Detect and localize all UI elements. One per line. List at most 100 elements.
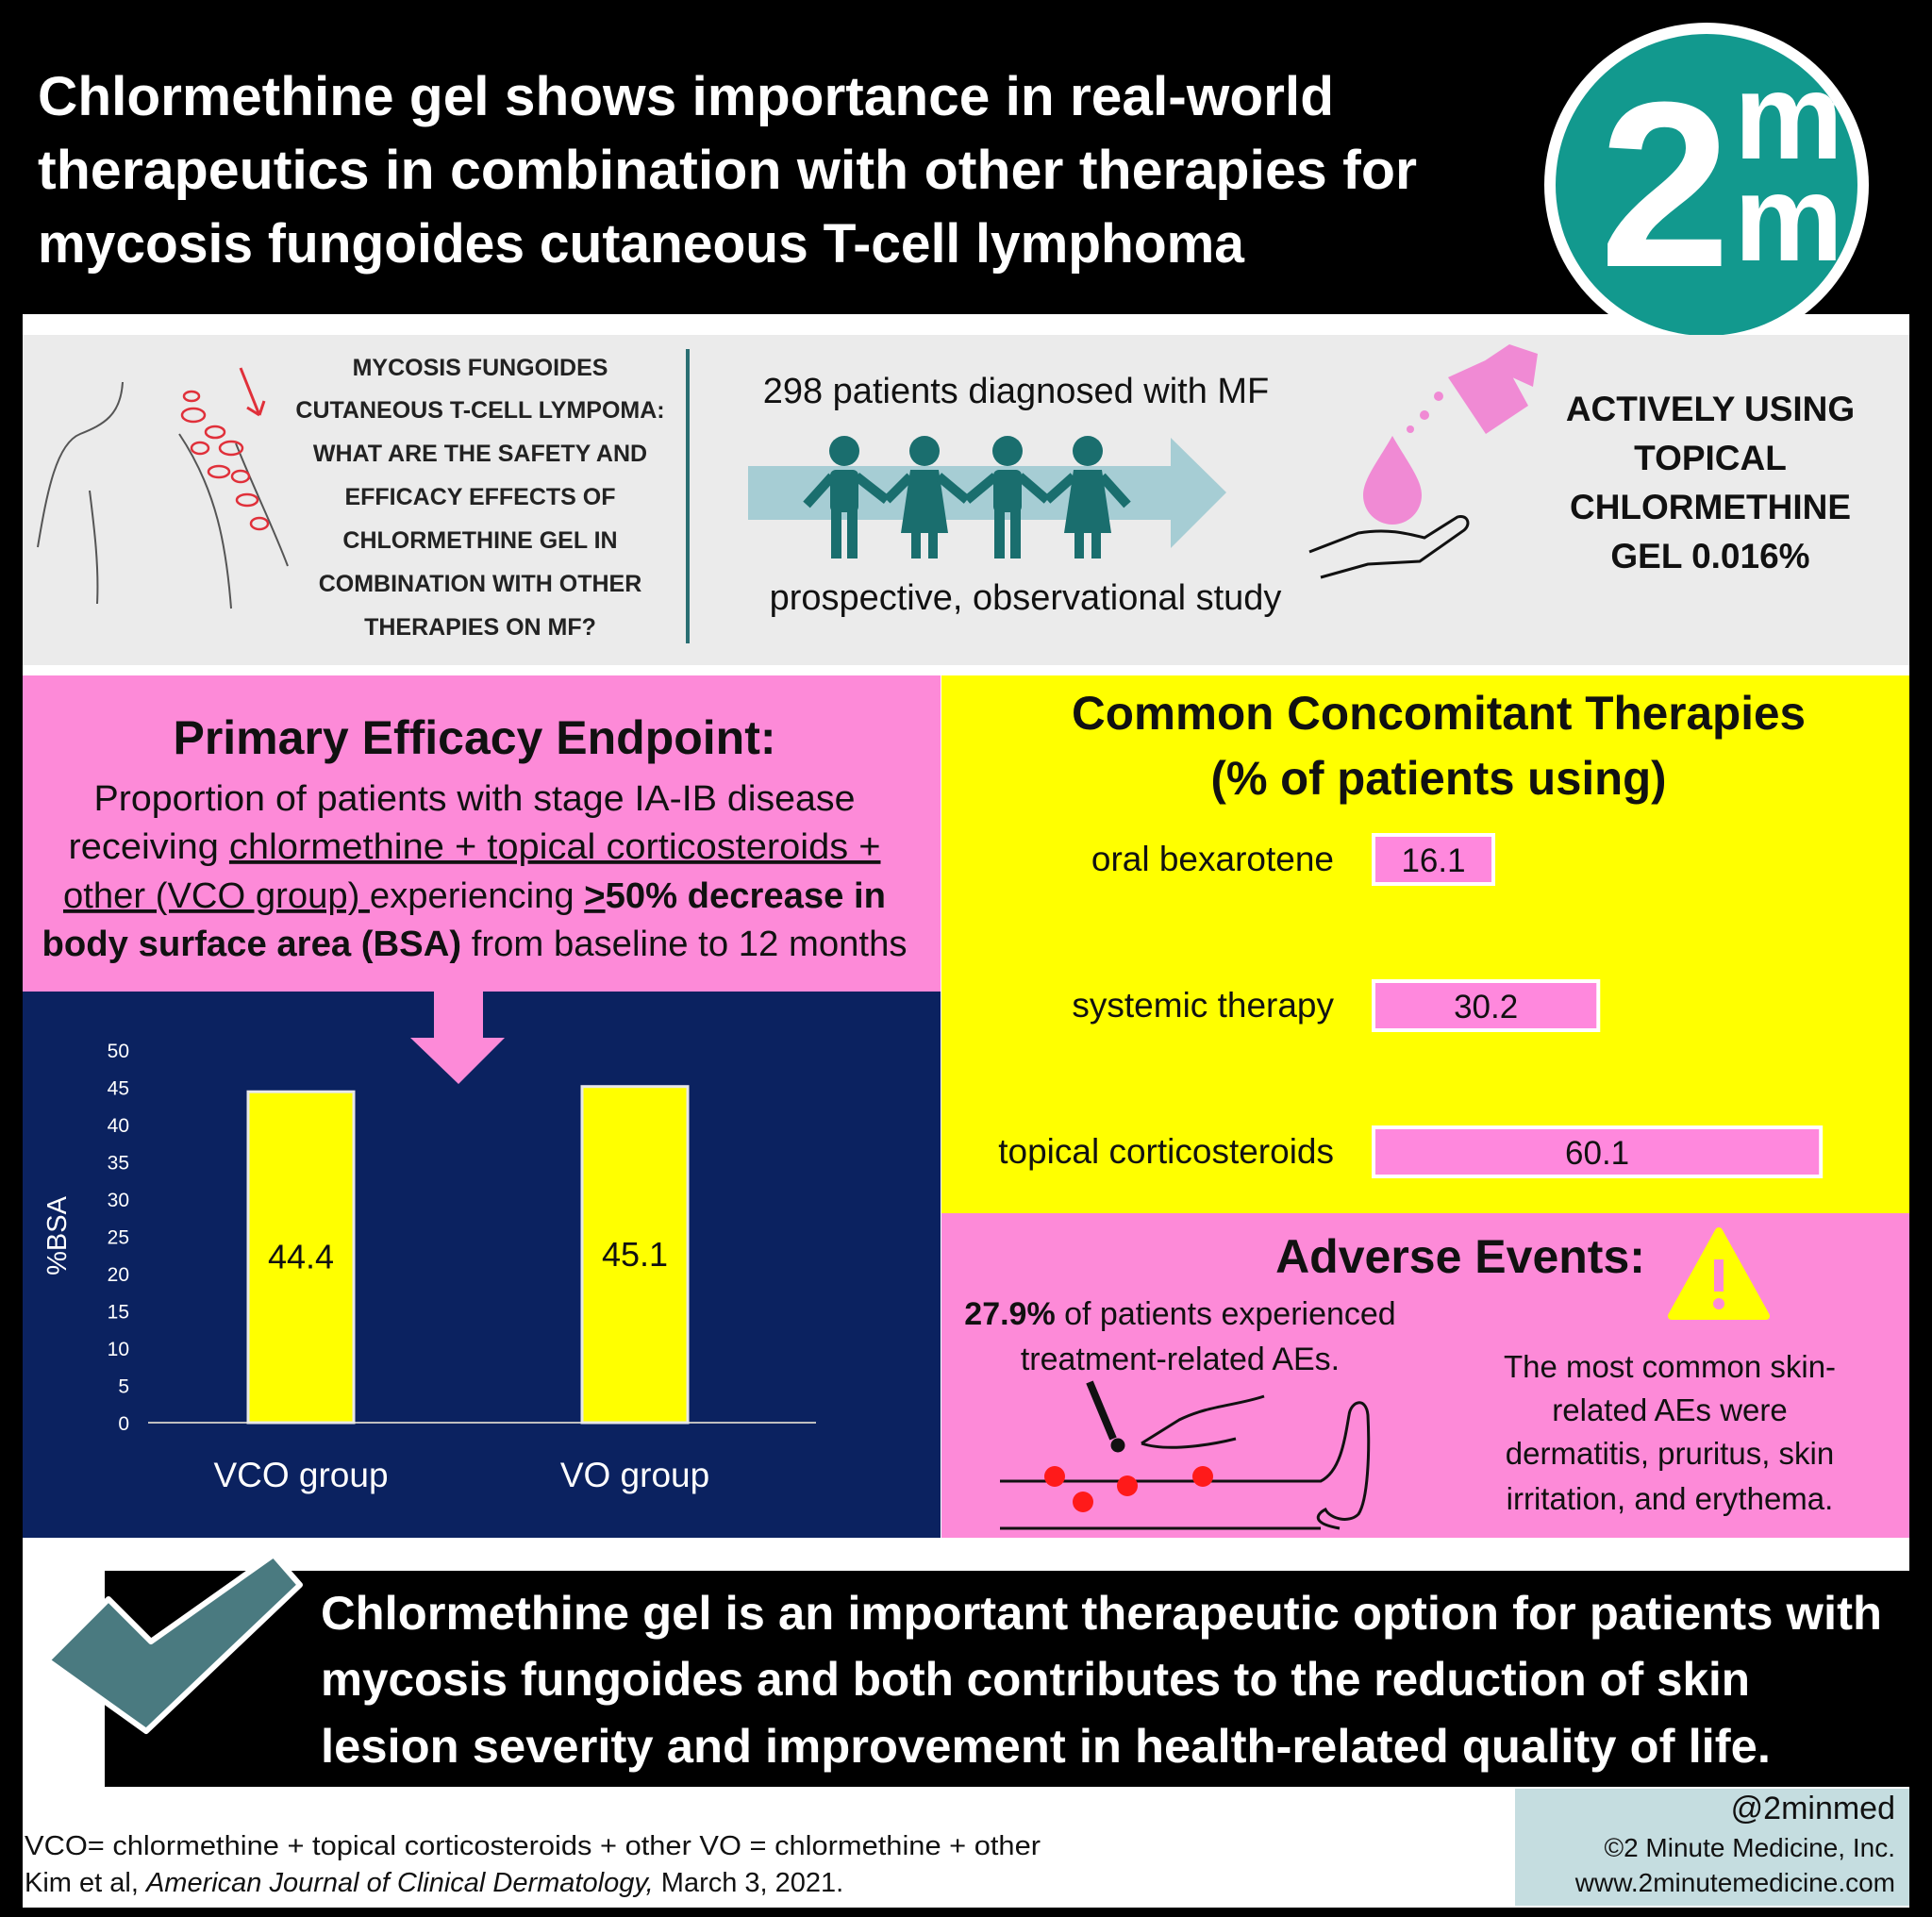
question-line: CHLORMETHINE GEL IN xyxy=(342,527,617,554)
lesion xyxy=(182,390,201,403)
person xyxy=(963,436,1051,558)
conclusion-panel xyxy=(105,1571,1909,1787)
endpoint-segment: receiving xyxy=(69,827,229,867)
x-tick-label: VCO group xyxy=(213,1456,388,1494)
category-label: oral bexarotene xyxy=(1091,840,1334,878)
y-tick-label: 30 xyxy=(108,1190,129,1211)
endpoint-segment: other (VCO group) xyxy=(63,876,370,916)
y-tick-label: 25 xyxy=(108,1227,129,1249)
question-line: WHAT ARE THE SAFETY AND xyxy=(313,441,647,467)
stat-value: 27.9% xyxy=(964,1296,1055,1332)
sketch-line xyxy=(89,490,99,605)
credit-box xyxy=(1515,1789,1909,1906)
bar xyxy=(1372,979,1601,1032)
warning-icon xyxy=(1668,1227,1770,1320)
value-label: 16.1 xyxy=(1401,842,1465,879)
study-question: MYCOSIS FUNGOIDES CUTANEOUS T-CELL LYMPO… xyxy=(295,355,664,641)
endpoint-line: body surface area (BSA) from baseline to… xyxy=(42,925,908,964)
bar xyxy=(246,1090,356,1425)
logo-numeral: 2 xyxy=(1599,53,1730,316)
y-tick-label: 45 xyxy=(108,1078,129,1100)
copyright: ©2 Minute Medicine, Inc. xyxy=(1604,1833,1895,1862)
gel-icon xyxy=(1308,344,1538,579)
y-axis-label: %BSA xyxy=(42,1195,73,1275)
pointer-tip xyxy=(1110,1438,1125,1453)
value-label: 45.1 xyxy=(602,1235,668,1274)
endpoint-panel xyxy=(23,675,941,992)
therapies-title: (% of patients using) xyxy=(1211,752,1667,805)
bar xyxy=(1372,833,1496,886)
y-tick-label: 0 xyxy=(118,1413,129,1435)
tube xyxy=(1448,344,1538,434)
citation-part: Kim et al, xyxy=(25,1868,146,1898)
question-line: EFFICACY EFFECTS OF xyxy=(344,484,615,510)
lesion xyxy=(230,469,251,484)
conclusion-line: mycosis fungoides and both contributes t… xyxy=(321,1653,1750,1706)
drop xyxy=(1363,436,1422,525)
therapies-panel xyxy=(941,675,1909,1213)
value-label: 44.4 xyxy=(268,1238,334,1276)
endpoint-heading: Primary Efficacy Endpoint: xyxy=(173,711,775,764)
citation: Kim et al, American Journal of Clinical … xyxy=(25,1868,843,1898)
treatment-line: TOPICAL xyxy=(1634,439,1787,477)
therapies-title: Common Concomitant Therapies xyxy=(1072,687,1806,740)
lesion xyxy=(249,516,270,531)
logo: 2 m m ™ xyxy=(1544,23,1869,347)
question-line: CUTANEOUS T-CELL LYMPOMA: xyxy=(295,397,664,424)
treatment-line: ACTIVELY USING xyxy=(1566,390,1855,428)
category-label: systemic therapy xyxy=(1072,986,1334,1025)
logo-letter: m xyxy=(1734,149,1843,287)
common-line: The most common skin- xyxy=(1504,1349,1836,1384)
bar-chart: %BSA 0 5 10 15 20 25 30 35 40 45 50 44.4 VCO group 45… xyxy=(42,1041,816,1494)
endpoint-text: Proportion of patients with stage IA-IB … xyxy=(42,779,908,964)
adverse-heading: Adverse Events: xyxy=(1275,1230,1645,1283)
rash-dot xyxy=(1044,1466,1065,1487)
rash-dot xyxy=(1073,1492,1093,1512)
endpoint-segment: from baseline to 12 months xyxy=(461,925,907,964)
checkmark xyxy=(44,1552,303,1734)
endpoint-arrow xyxy=(410,992,505,1084)
person xyxy=(803,436,891,558)
y-tick-label: 50 xyxy=(108,1041,129,1062)
adverse-stat: 27.9% of patients experienced treatment-… xyxy=(964,1296,1395,1377)
header: Chlormethine gel shows importance in rea… xyxy=(38,66,1417,275)
treatment-line: GEL 0.016% xyxy=(1610,537,1809,575)
dot xyxy=(1407,425,1414,433)
citation-journal: American Journal of Clinical Dermatology… xyxy=(144,1868,654,1898)
y-tick-label: 5 xyxy=(118,1376,129,1398)
chart-panel xyxy=(23,992,941,1538)
warning-bang xyxy=(1714,1259,1724,1292)
patient-count: 298 patients diagnosed with MF xyxy=(763,372,1270,411)
value-label: 60.1 xyxy=(1565,1135,1629,1172)
question-line: COMBINATION WITH OTHER xyxy=(319,571,642,597)
citation-part: March 3, 2021. xyxy=(654,1868,844,1898)
people-icons xyxy=(803,436,1131,558)
conclusion-line: lesion severity and improvement in healt… xyxy=(321,1720,1771,1773)
common-line: related AEs were xyxy=(1552,1392,1787,1427)
applicator-hand xyxy=(1141,1394,1265,1449)
stat-line: 27.9% of patients experienced xyxy=(964,1296,1395,1332)
y-tick-label: 35 xyxy=(108,1153,129,1175)
pointer xyxy=(1086,1380,1117,1441)
question-line: MYCOSIS FUNGOIDES xyxy=(353,355,608,381)
conclusion: Chlormethine gel is an important therape… xyxy=(321,1587,1882,1773)
abbreviations: VCO= chlormethine + topical corticostero… xyxy=(25,1831,1041,1861)
conclusion-line: Chlormethine gel is an important therape… xyxy=(321,1587,1882,1640)
lesion xyxy=(218,440,244,457)
hand xyxy=(1308,514,1470,579)
website: www.2minutemedicine.com xyxy=(1574,1868,1895,1897)
sketch-line xyxy=(178,433,232,609)
study-arrow xyxy=(748,438,1226,548)
endpoint-line: receiving chlormethine + topical cortico… xyxy=(69,827,881,867)
lesion xyxy=(207,464,231,479)
common-line: irritation, and erythema. xyxy=(1507,1481,1834,1516)
title-line: therapeutics in combination with other t… xyxy=(38,140,1417,201)
value-label: 30.2 xyxy=(1454,989,1518,1025)
adverse-panel xyxy=(941,1213,1909,1538)
therapies-chart: oral bexarotene 16.1 systemic therapy 30.2 t… xyxy=(998,833,1824,1178)
endpoint-segment: experiencing xyxy=(370,876,584,916)
category-label: topical corticosteroids xyxy=(998,1132,1334,1171)
lesions xyxy=(180,390,270,531)
leg-icon xyxy=(1000,1380,1371,1530)
bar xyxy=(1372,1125,1824,1178)
